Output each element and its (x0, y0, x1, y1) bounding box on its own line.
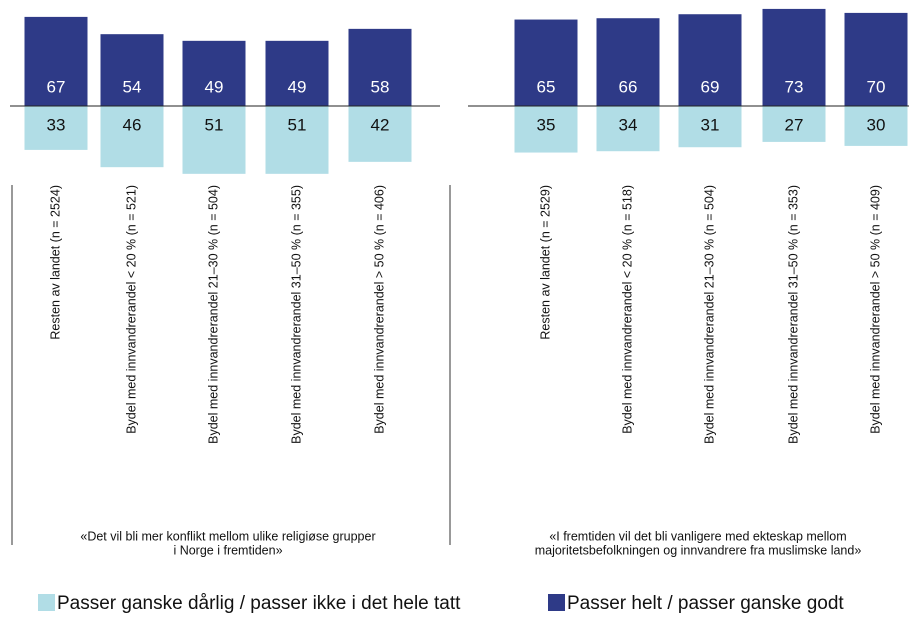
bar (596, 18, 660, 106)
value-label: 54 (123, 77, 142, 96)
value-label: 42 (371, 115, 390, 134)
bar (348, 106, 412, 162)
value-label: 35 (537, 115, 556, 134)
bar (678, 106, 742, 148)
category-label: Bydel med innvandrerandel < 20 % (n = 51… (620, 185, 634, 434)
category-label: Bydel med innvandrerandel 21–30 % (n = 5… (702, 185, 716, 444)
bar (678, 14, 742, 107)
value-label: 69 (701, 77, 720, 96)
caption: «I fremtiden vil det bli vanligere med e… (549, 529, 846, 543)
bar (514, 106, 578, 153)
value-label: 27 (785, 115, 804, 134)
category-label: Bydel med innvandrerandel > 50 % (n = 40… (372, 185, 386, 434)
legend-swatch (548, 594, 565, 611)
value-label: 67 (47, 77, 66, 96)
value-label: 33 (47, 115, 66, 134)
value-label: 66 (619, 77, 638, 96)
category-label: Resten av landet (n = 2529) (538, 185, 552, 340)
bar (762, 106, 826, 142)
value-label: 51 (288, 115, 307, 134)
value-label: 49 (288, 77, 307, 96)
legend-label: Passer helt / passer ganske godt (567, 593, 844, 614)
value-label: 70 (867, 77, 886, 96)
bar (24, 106, 88, 150)
bar (265, 106, 329, 174)
value-label: 73 (785, 77, 804, 96)
value-label: 46 (123, 115, 142, 134)
value-label: 34 (619, 115, 638, 134)
caption: i Norge i fremtiden» (173, 543, 282, 557)
bar (762, 8, 826, 106)
legend-swatch (38, 594, 55, 611)
bar (844, 106, 908, 146)
category-label: Bydel med innvandrerandel 21–30 % (n = 5… (206, 185, 220, 444)
category-label: Bydel med innvandrerandel 31–50 % (n = 3… (289, 185, 303, 444)
bar (100, 106, 164, 168)
value-label: 31 (701, 115, 720, 134)
category-label: Resten av landet (n = 2524) (48, 185, 62, 340)
value-label: 58 (371, 77, 390, 96)
value-label: 30 (867, 115, 886, 134)
bar (182, 40, 246, 106)
legend-label: Passer ganske dårlig / passer ikke i det… (57, 593, 461, 614)
category-label: Bydel med innvandrerandel 31–50 % (n = 3… (786, 185, 800, 444)
category-label: Bydel med innvandrerandel > 50 % (n = 40… (868, 185, 882, 434)
caption: «Det vil bli mer konflikt mellom ulike r… (80, 529, 375, 543)
bar (844, 12, 908, 106)
value-label: 65 (537, 77, 556, 96)
category-label: Bydel med innvandrerandel < 20 % (n = 52… (124, 185, 138, 434)
caption: majoritetsbefolkningen og innvandrere fr… (535, 543, 862, 557)
value-label: 51 (205, 115, 224, 134)
bar (182, 106, 246, 174)
bar (596, 106, 660, 152)
bar (348, 28, 412, 106)
value-label: 49 (205, 77, 224, 96)
bar (265, 40, 329, 106)
bar (100, 34, 164, 106)
bar (24, 16, 88, 106)
bar (514, 19, 578, 106)
